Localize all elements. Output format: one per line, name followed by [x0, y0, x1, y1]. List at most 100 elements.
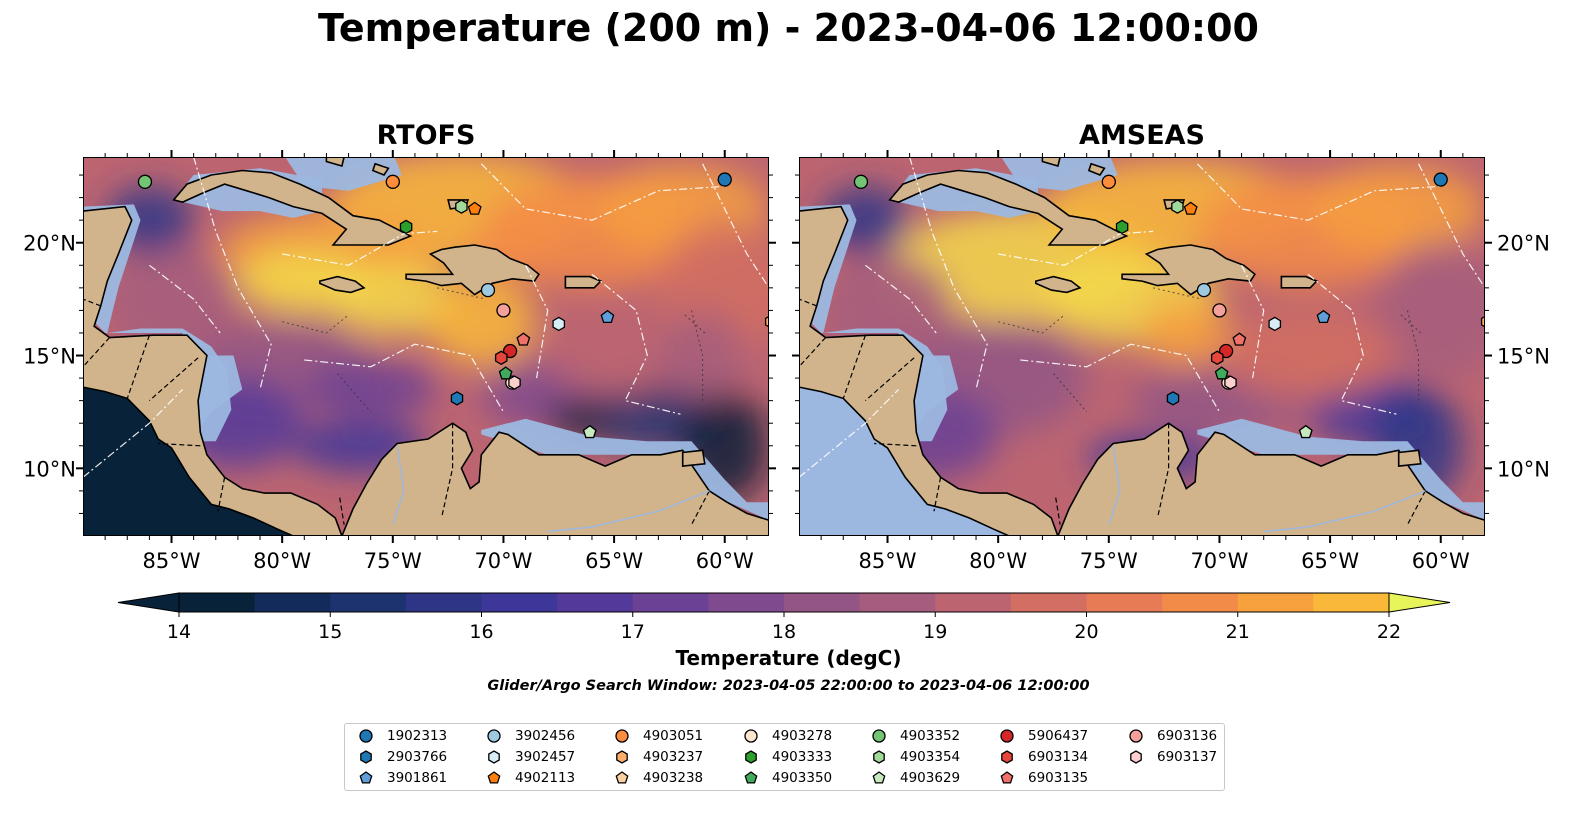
panel-title-amseas: AMSEAS	[1079, 120, 1205, 151]
lon-tick-label: 75°W	[1080, 549, 1138, 573]
lat-tick-label-right: 20°N	[1497, 232, 1550, 256]
lon-tick-label: 80°W	[253, 549, 311, 573]
legend-marker-4903352	[872, 729, 886, 743]
float-marker-3902456	[480, 282, 496, 298]
float-marker-4903333	[399, 219, 413, 235]
float-marker-6903136	[496, 303, 511, 318]
legend-marker-4903278	[744, 729, 758, 743]
legend-marker-4903051	[615, 729, 629, 743]
colorbar-tick-label: 20	[1074, 621, 1098, 643]
legend-marker-6903136	[1129, 729, 1143, 743]
legend-marker-4903237	[616, 750, 628, 764]
axis-ticks-layer: 85°W 80°W 75°W 70°W 65°W 60°W 85°W 80°W 75°W 70°W…	[23, 150, 1550, 573]
panel-title-rtofs: RTOFS	[376, 120, 476, 151]
legend-label: 4903238	[643, 770, 704, 786]
float-marker-4903354	[1171, 199, 1184, 214]
float-marker-4903629	[1298, 424, 1313, 439]
float-marker-6903137	[508, 375, 521, 390]
lon-tick-label: 65°W	[1301, 549, 1359, 573]
colorbar-tick-label: 16	[469, 621, 493, 643]
float-marker-6903136	[1212, 303, 1227, 318]
colorbar-tick-label: 19	[923, 621, 947, 643]
float-marker-6903134	[494, 350, 508, 366]
legend-marker-4903629	[872, 771, 886, 784]
legend-marker-6903135	[1000, 771, 1014, 784]
float-marker-6903135	[516, 332, 531, 346]
float-marker-2903766	[450, 391, 464, 406]
lat-tick-label-left: 15°N	[23, 345, 76, 369]
colorbar-label: Temperature (degC)	[675, 646, 902, 670]
float-marker-4903350	[498, 366, 513, 380]
legend-marker-4903238	[615, 771, 629, 784]
legend-label: 4902113	[515, 770, 576, 786]
float-marker-4903352	[137, 174, 153, 189]
float-marker-3902456	[1196, 282, 1212, 298]
colorbar-tick-label: 22	[1377, 621, 1401, 643]
lat-tick-label-left: 20°N	[23, 232, 76, 256]
legend-label: 6903135	[1028, 770, 1089, 786]
float-marker-3902457	[552, 316, 566, 332]
legend-marker-6903137	[1130, 750, 1142, 764]
float-marker-4903354	[455, 199, 468, 214]
float-marker-4903629	[582, 424, 597, 439]
legend-label: 3902456	[515, 728, 576, 744]
float-marker-3901861	[600, 309, 615, 324]
legend-label: 2903766	[387, 749, 448, 765]
legend-label: 6903136	[1157, 728, 1218, 744]
temperature-colorbar: 14 15 16 17 18 19 20 21 22	[117, 592, 1451, 643]
float-marker-4903352	[853, 174, 869, 189]
float-marker-1902313	[717, 172, 732, 187]
map-panel-amseas	[799, 157, 1485, 536]
legend-marker-1902313	[359, 729, 373, 743]
legend-label: 4903051	[643, 728, 704, 744]
legend-marker-4902113	[487, 771, 501, 784]
float-marker-2903766	[1166, 391, 1180, 406]
legend-label: 4903350	[772, 770, 833, 786]
legend-label: 4903333	[772, 749, 833, 765]
legend-marker-4903354	[873, 750, 885, 764]
legend-label: 3901861	[387, 770, 448, 786]
float-marker-3901861	[1316, 309, 1331, 324]
float-legend: 1902313 2903766 3901861 3902456 3902457 49021…	[344, 723, 1225, 791]
float-marker-6903137	[1224, 375, 1237, 390]
legend-label: 5906437	[1028, 728, 1089, 744]
legend-marker-4903350	[744, 771, 758, 784]
legend-label: 4903352	[900, 728, 961, 744]
legend-marker-6903134	[1001, 750, 1013, 764]
figure-title: Temperature (200 m) - 2023-04-06 12:00:0…	[317, 6, 1259, 50]
lon-tick-label: 60°W	[1412, 549, 1470, 573]
lon-tick-label: 65°W	[585, 549, 643, 573]
legend-label: 4903237	[643, 749, 704, 765]
colorbar-tick-label: 21	[1226, 621, 1250, 643]
lon-tick-label: 85°W	[143, 549, 201, 573]
colorbar-tick-label: 17	[621, 621, 645, 643]
legend-label: 1902313	[387, 728, 448, 744]
float-marker-4903350	[1214, 366, 1229, 380]
legend-marker-4903333	[745, 750, 757, 764]
legend-marker-2903766	[360, 750, 372, 764]
legend-label: 4903278	[772, 728, 833, 744]
legend-label: 3902457	[515, 749, 576, 765]
float-marker-6903134	[1210, 350, 1224, 366]
lon-tick-label: 75°W	[364, 549, 422, 573]
lat-tick-label-right: 15°N	[1497, 345, 1550, 369]
legend-label: 6903134	[1028, 749, 1089, 765]
legend-marker-3901861	[359, 771, 373, 784]
lon-tick-label: 70°W	[1190, 549, 1248, 573]
float-marker-4902113	[1183, 201, 1198, 215]
float-marker-4903051	[385, 174, 400, 189]
legend-marker-5906437	[1000, 729, 1014, 743]
legend-marker-3902456	[487, 729, 501, 743]
float-marker-4902113	[467, 201, 482, 215]
lon-tick-label: 80°W	[969, 549, 1027, 573]
lon-tick-label: 70°W	[474, 549, 532, 573]
search-window-text: Glider/Argo Search Window: 2023-04-05 22…	[487, 678, 1090, 694]
colorbar-tick-label: 14	[167, 621, 191, 643]
float-marker-1902313	[1433, 172, 1448, 187]
lat-tick-label-left: 10°N	[23, 457, 76, 481]
float-marker-4903333	[1115, 219, 1129, 235]
lon-tick-label: 60°W	[696, 549, 754, 573]
lon-tick-label: 85°W	[859, 549, 917, 573]
legend-label: 4903629	[900, 770, 961, 786]
lat-tick-label-right: 10°N	[1497, 457, 1550, 481]
